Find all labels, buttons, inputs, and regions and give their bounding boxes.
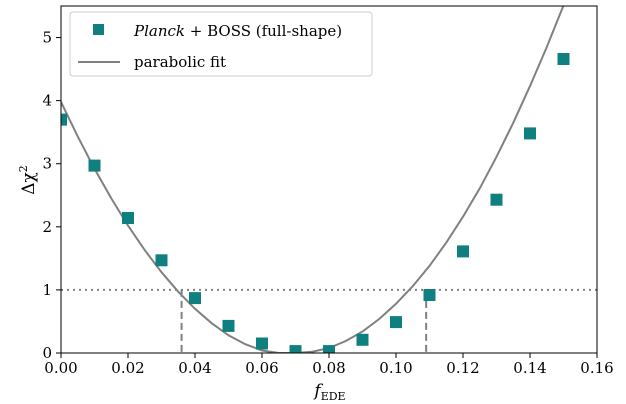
data-point — [61, 113, 67, 126]
data-point — [457, 245, 469, 258]
legend-frame — [69, 11, 373, 77]
x-axis-label: fEDE — [312, 381, 345, 403]
series-line-parabolic-fit — [61, 6, 565, 353]
axis-ticks: 0.00 0.02 0.04 0.06 0.08 0.10 0.12 0.14 0.16 0 1 2 3… — [42, 29, 613, 377]
y-tick-label: 0 — [42, 344, 52, 362]
data-point — [122, 212, 134, 224]
data-point — [557, 53, 570, 65]
plot-marks — [61, 6, 597, 353]
data-point — [356, 333, 369, 346]
data-point — [423, 289, 436, 301]
y-tick-label: 4 — [42, 92, 52, 110]
x-tick-label: 0.00 — [44, 359, 77, 377]
data-point — [390, 316, 402, 329]
x-tick-label: 0.06 — [245, 359, 278, 377]
y-tick-label: 5 — [42, 29, 52, 47]
legend-entry-parabolic-fit: parabolic fit — [134, 53, 226, 71]
data-point — [88, 159, 101, 172]
x-tick-label: 0.04 — [178, 359, 211, 377]
data-point — [490, 193, 503, 206]
data-point — [222, 319, 235, 332]
x-tick-label: 0.12 — [446, 359, 479, 377]
data-point — [524, 127, 536, 140]
legend-marker-square — [93, 24, 104, 35]
y-tick-label: 3 — [42, 155, 52, 173]
data-point — [155, 254, 168, 267]
legend-entry-planck-boss: Planck + BOSS (full-shape) — [133, 22, 342, 40]
x-tick-label: 0.14 — [513, 359, 546, 377]
data-point — [323, 345, 335, 353]
y-tick-label: 2 — [42, 218, 52, 236]
data-point — [189, 292, 201, 305]
data-point — [289, 345, 302, 353]
x-tick-label: 0.16 — [580, 359, 613, 377]
x-tick-label: 0.02 — [111, 359, 144, 377]
x-tick-label: 0.10 — [379, 359, 412, 377]
data-point — [256, 337, 268, 350]
y-axis-label: Δχ2 — [17, 165, 39, 195]
x-tick-label: 0.08 — [312, 359, 345, 377]
legend: Planck + BOSS (full-shape) parabolic fit — [69, 11, 373, 77]
plot-frame — [60, 5, 598, 354]
y-tick-label: 1 — [42, 281, 52, 299]
